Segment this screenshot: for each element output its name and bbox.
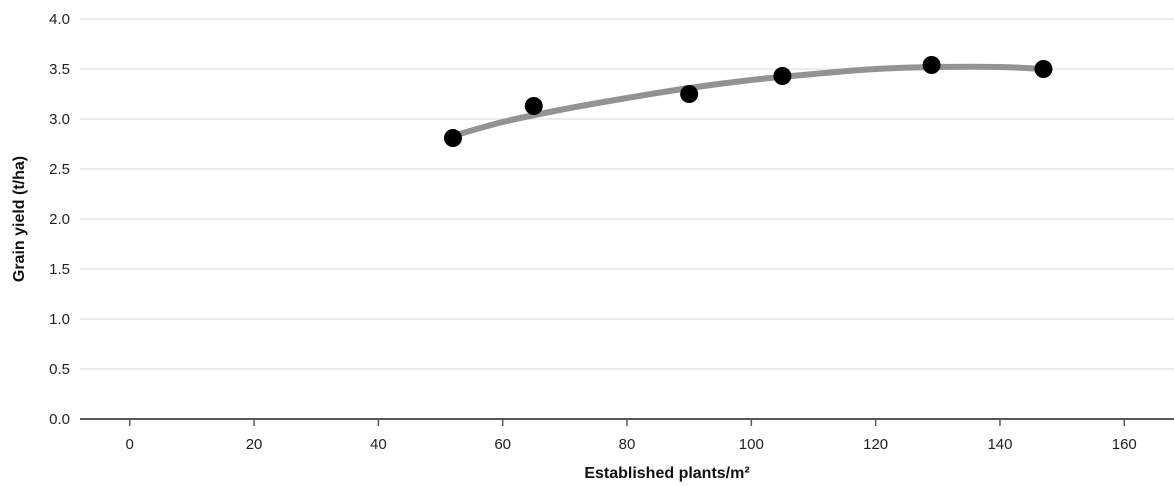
y-tick-label: 4.0 [49, 11, 70, 28]
trendline-layer [449, 63, 1047, 139]
x-tick-label: 160 [1112, 436, 1137, 453]
y-tick-label: 3.5 [49, 61, 70, 78]
y-tick-label: 2.0 [49, 211, 70, 228]
data-point [680, 85, 699, 103]
x-tick-label: 100 [739, 436, 764, 453]
x-tick-label: 140 [987, 436, 1012, 453]
data-point [773, 67, 792, 85]
x-axis-title: Established plants/m² [584, 465, 749, 482]
y-tick-label: 2.5 [49, 161, 70, 178]
y-tick-label: 0.0 [49, 411, 70, 428]
data-point [1034, 60, 1053, 78]
y-tick-label: 1.0 [49, 311, 70, 328]
x-tick-label: 120 [863, 436, 888, 453]
data-point [443, 129, 462, 147]
x-tick-label: 40 [370, 436, 387, 453]
grid-lines [80, 18, 1174, 370]
data-points [443, 56, 1053, 147]
data-point [524, 97, 543, 115]
tick-labels: 0.0 0.5 1.0 1.5 2.0 2.5 3.0 3.5 4.0 0 20 40 60 80 100 1… [49, 11, 1137, 453]
y-tick-label: 3.0 [49, 111, 70, 128]
y-tick-label: 1.5 [49, 261, 70, 278]
y-axis-title: Grain yield (t/ha) [11, 156, 28, 282]
data-point [922, 56, 941, 74]
x-tick-label: 60 [494, 436, 511, 453]
x-tick-label: 0 [126, 436, 134, 453]
x-tick-label: 20 [246, 436, 263, 453]
axes [80, 418, 1174, 426]
y-tick-label: 0.5 [49, 361, 70, 378]
trendline [449, 63, 1047, 139]
x-tick-label: 80 [619, 436, 636, 453]
